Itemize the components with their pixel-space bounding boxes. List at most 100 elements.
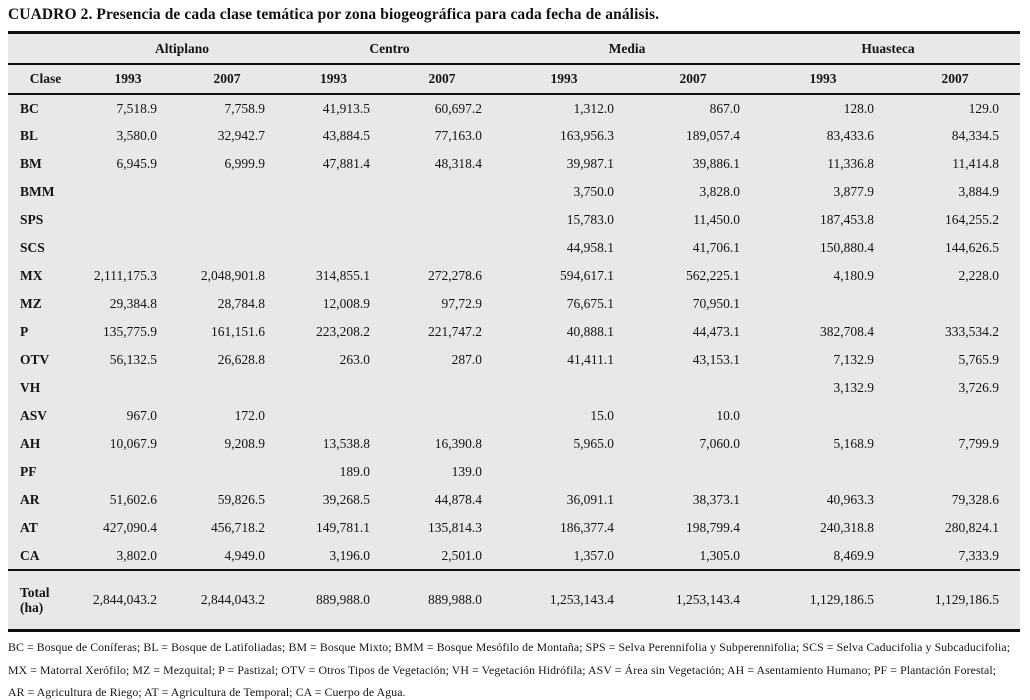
value-cell: 314,855.1 xyxy=(316,268,371,283)
value-cell: 189.0 xyxy=(339,464,371,479)
value-cell: 59,826.5 xyxy=(217,492,266,507)
value-cell: 84,334.5 xyxy=(951,128,1000,143)
value-cell: 240,318.8 xyxy=(820,520,875,535)
value-cell xyxy=(890,402,1020,430)
total-row: Total (ha) 2,844,043.2 2,844,043.2 889,9… xyxy=(8,569,1021,631)
value-cell: 70,950.1 xyxy=(692,296,741,311)
value-cell: 3,802.0 xyxy=(116,547,158,563)
value-cell: 97,72.9 xyxy=(441,296,483,311)
value-cell xyxy=(890,458,1020,486)
value-cell: 83,433.6 xyxy=(826,128,875,143)
year-header-altiplano-2007: 2007 xyxy=(173,64,282,95)
year-header-centro-1993: 1993 xyxy=(281,64,387,95)
value-cell: 40,963.3 xyxy=(826,492,875,507)
value-cell: 15,783.0 xyxy=(566,212,615,227)
year-header-media-2007: 2007 xyxy=(630,64,757,95)
value-cell xyxy=(281,206,386,234)
year-header-centro-2007: 2007 xyxy=(386,64,499,95)
class-code: CA xyxy=(20,547,40,563)
table-body: BC 7,518.9 7,758.9 41,913.5 60,697.2 1,312.0 8… xyxy=(8,94,1020,570)
value-cell: 41,913.5 xyxy=(322,100,371,116)
value-cell: 13,538.8 xyxy=(322,436,371,451)
value-cell xyxy=(281,178,386,206)
value-cell xyxy=(498,458,630,486)
value-cell: 163,956.3 xyxy=(560,128,615,143)
zone-header-row: Altiplano Centro Media Huasteca xyxy=(8,32,1021,65)
value-cell: 3,132.9 xyxy=(833,380,875,395)
total-value-media-1993: 1,253,143.4 xyxy=(498,569,631,631)
total-value-centro-2007: 889,988.0 xyxy=(386,569,499,631)
cuadro-2-table: Altiplano Centro Media Huasteca Clase 19… xyxy=(8,31,1021,632)
value-cell: 562,225.1 xyxy=(686,268,741,283)
value-cell: 5,765.9 xyxy=(958,352,1000,367)
value-cell xyxy=(83,374,173,402)
class-code: BL xyxy=(20,128,39,143)
value-cell: 40,888.1 xyxy=(566,324,615,339)
value-cell: 594,617.1 xyxy=(560,268,615,283)
value-cell: 56,132.5 xyxy=(109,352,157,367)
value-cell: 11,450.0 xyxy=(693,212,741,227)
value-cell xyxy=(173,234,281,262)
table-row: CA 3,802.0 4,949.0 3,196.0 2,501.0 1,357.0 1,3… xyxy=(8,542,1020,570)
value-cell xyxy=(386,206,498,234)
table-row: BMM 3,750.0 3,828.0 3,877.9 3,884.9 xyxy=(8,178,1020,206)
value-cell: 135,814.3 xyxy=(428,520,483,535)
value-cell: 139.0 xyxy=(451,464,483,479)
value-cell: 128.0 xyxy=(843,100,875,116)
value-cell: 60,697.2 xyxy=(434,100,483,116)
year-header-altiplano-1993: 1993 xyxy=(83,64,173,95)
footnote-line-3: AR = Agricultura de Riego; AT = Agricult… xyxy=(8,685,406,700)
value-cell: 161,151.6 xyxy=(211,324,266,339)
value-cell: 280,824.1 xyxy=(945,520,1000,535)
value-cell: 9,208.9 xyxy=(224,436,266,451)
value-cell: 223,208.2 xyxy=(316,324,371,339)
value-cell: 3,884.9 xyxy=(958,184,1000,199)
table-row: MZ 29,384.8 28,784.8 12,008.9 97,72.9 76,675.… xyxy=(8,290,1020,318)
footnote-line-2: MX = Matorral Xerófilo; MZ = Mezquital; … xyxy=(8,662,997,677)
year-header-huasteca-1993: 1993 xyxy=(756,64,891,95)
value-cell xyxy=(386,178,498,206)
value-cell: 5,965.0 xyxy=(573,436,615,451)
value-cell: 15.0 xyxy=(590,408,615,423)
value-cell xyxy=(173,206,281,234)
value-cell: 3,726.9 xyxy=(958,380,1000,395)
clase-column-header: Clase xyxy=(8,64,83,95)
value-cell: 38,373.1 xyxy=(692,492,741,507)
value-cell: 51,602.6 xyxy=(109,492,157,507)
class-code: PF xyxy=(20,464,37,479)
value-cell xyxy=(281,402,386,430)
value-cell xyxy=(890,290,1020,318)
value-cell: 43,153.1 xyxy=(692,352,741,367)
value-cell: 47,881.4 xyxy=(322,156,371,171)
value-cell: 43,884.5 xyxy=(322,128,371,143)
value-cell: 11,414.8 xyxy=(952,156,1000,171)
value-cell: 189,057.4 xyxy=(686,128,741,143)
value-cell xyxy=(83,234,173,262)
value-cell: 28,784.8 xyxy=(217,296,266,311)
value-cell: 6,945.9 xyxy=(116,156,158,171)
table-row: BL 3,580.0 32,942.7 43,884.5 77,163.0 163,956… xyxy=(8,122,1020,150)
value-cell xyxy=(498,374,630,402)
class-code: MX xyxy=(20,268,43,283)
value-cell xyxy=(83,206,173,234)
footnotes: BC = Bosque de Coníferas; BL = Bosque de… xyxy=(8,640,1020,700)
value-cell: 2,228.0 xyxy=(958,268,1000,283)
value-cell: 867.0 xyxy=(709,100,741,116)
value-cell: 144,626.5 xyxy=(945,240,1000,255)
class-code: VH xyxy=(20,380,41,395)
value-cell: 135,775.9 xyxy=(103,324,157,339)
table-row: AH 10,067.9 9,208.9 13,538.8 16,390.8 5,965.0… xyxy=(8,430,1020,458)
value-cell: 26,628.8 xyxy=(217,352,266,367)
class-code: ASV xyxy=(20,408,48,423)
value-cell xyxy=(386,234,498,262)
value-cell: 333,534.2 xyxy=(945,324,1000,339)
value-cell: 1,357.0 xyxy=(573,547,615,563)
value-cell xyxy=(386,374,498,402)
value-cell xyxy=(756,402,890,430)
value-cell: 198,799.4 xyxy=(686,520,741,535)
value-cell xyxy=(756,458,890,486)
class-code: AR xyxy=(20,492,40,507)
value-cell: 287.0 xyxy=(451,352,483,367)
value-cell xyxy=(630,374,756,402)
